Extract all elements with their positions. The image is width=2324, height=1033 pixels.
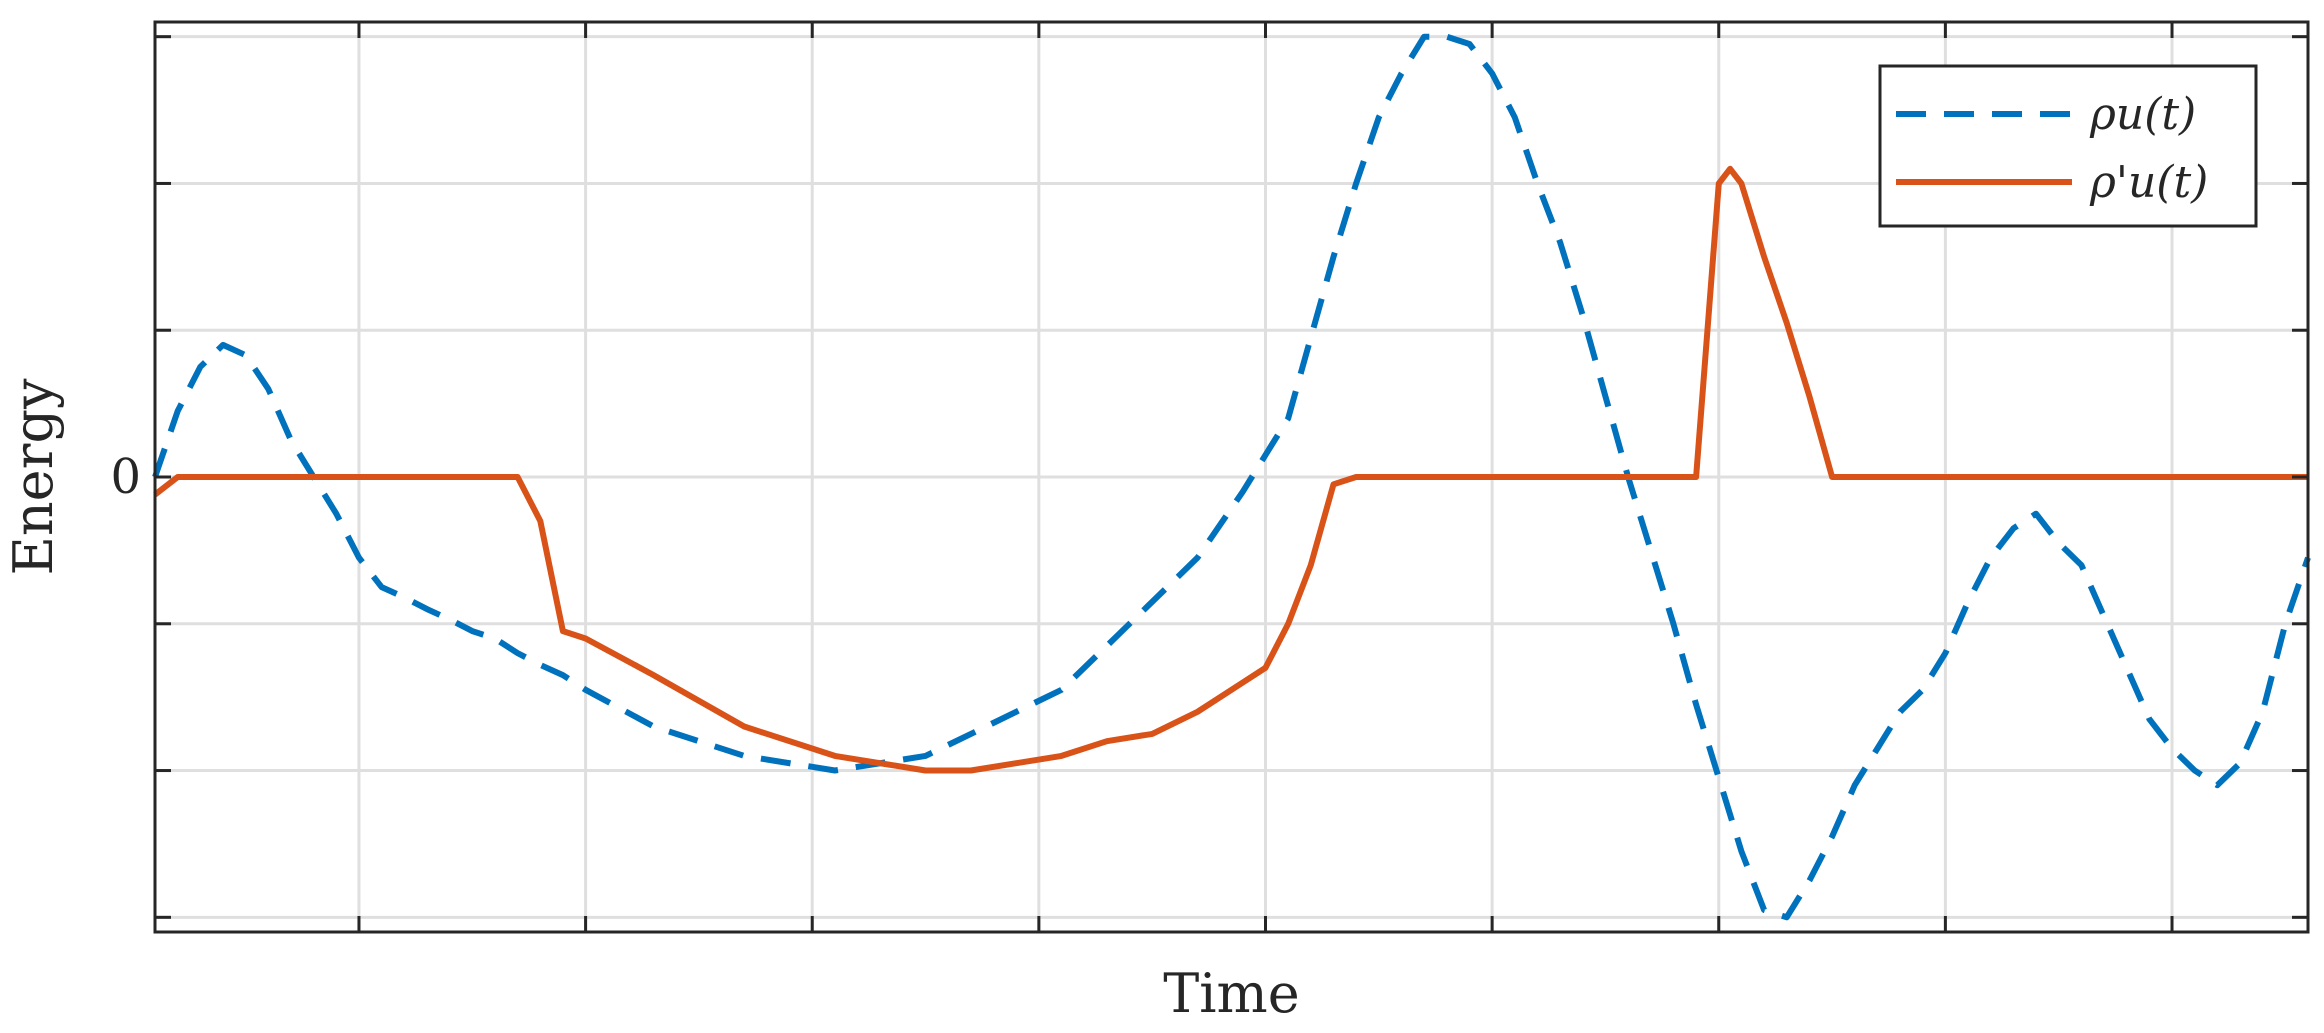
tick-labels: 0 [110, 449, 141, 505]
x-axis-label: Time [1163, 962, 1299, 1025]
series-line-1 [153, 165, 2308, 774]
legend-box [1878, 64, 2258, 228]
axis-ticks [155, 22, 2308, 932]
y-tick-label-3: 0 [110, 449, 141, 505]
legend-label-rho-u: ρu(t) [2089, 89, 2196, 140]
y-axis-label: Energy [2, 378, 65, 576]
legend: ρu(t) ρ'u(t) [1878, 64, 2258, 228]
data-series [152, 33, 2311, 921]
legend-label-rho-u-prime: ρ'u(t) [2089, 157, 2208, 208]
